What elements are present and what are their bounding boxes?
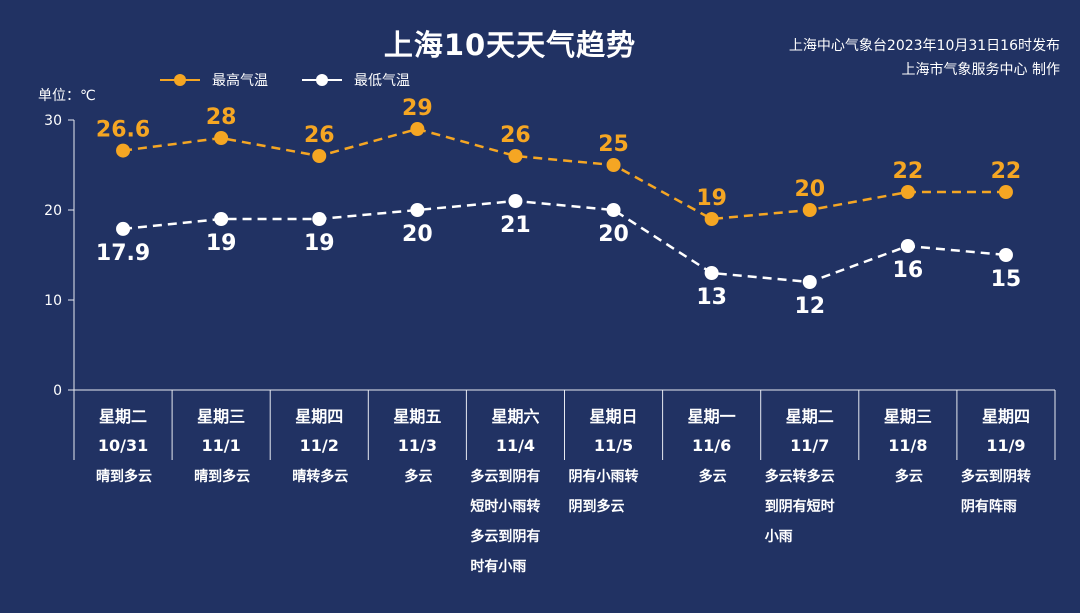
min-temp-point bbox=[802, 275, 817, 289]
max-temp-label: 26 bbox=[304, 123, 335, 148]
min-temp-label: 19 bbox=[206, 231, 237, 256]
date-label: 11/5 bbox=[594, 436, 633, 455]
weekday-label: 星期二 bbox=[99, 407, 147, 426]
issuer-note: 上海中心气象台2023年10月31日16时发布 上海市气象服务中心 制作 bbox=[789, 34, 1060, 82]
weather-condition: 阴有小雨转 阴到多云 bbox=[568, 469, 639, 515]
y-tick-label: 10 bbox=[44, 293, 62, 309]
max-temp-label: 28 bbox=[206, 105, 237, 130]
max-temp-line bbox=[122, 127, 1006, 221]
max-temp-point bbox=[116, 143, 131, 158]
max-temp-point bbox=[606, 158, 621, 172]
weekday-label: 星期六 bbox=[491, 407, 539, 426]
date-label: 11/7 bbox=[790, 436, 829, 455]
min-temp-label: 19 bbox=[304, 231, 335, 256]
weather-condition: 晴到多云 bbox=[96, 469, 153, 485]
legend-swatch-max bbox=[160, 74, 200, 86]
issuer-line-2: 上海市气象服务中心 制作 bbox=[901, 62, 1060, 78]
date-label: 10/31 bbox=[98, 436, 148, 455]
date-label: 11/4 bbox=[496, 436, 535, 455]
max-temp-label: 26 bbox=[500, 123, 531, 148]
date-label: 11/1 bbox=[202, 436, 241, 455]
weekday-label: 星期日 bbox=[590, 407, 638, 426]
min-temp-label: 12 bbox=[794, 294, 825, 319]
min-temp-label: 13 bbox=[696, 285, 727, 310]
min-temp-label: 17.9 bbox=[96, 241, 150, 266]
min-temp-label: 15 bbox=[991, 267, 1022, 292]
legend-item-min: 最低气温 bbox=[302, 70, 410, 90]
date-label: 11/2 bbox=[300, 436, 339, 455]
max-temp-point bbox=[312, 149, 327, 163]
min-temp-point bbox=[900, 239, 915, 253]
min-temp-point bbox=[214, 212, 229, 226]
weekday-label: 星期二 bbox=[786, 407, 834, 426]
weather-condition: 晴到多云 bbox=[194, 469, 251, 485]
max-temp-point bbox=[998, 185, 1013, 199]
min-temp-point bbox=[508, 194, 523, 208]
date-label: 11/3 bbox=[398, 436, 437, 455]
legend: 最高气温 最低气温 bbox=[160, 70, 410, 90]
date-label: 11/6 bbox=[692, 436, 731, 455]
weather-condition: 多云 bbox=[404, 469, 433, 485]
chart-title: 上海10天天气趋势 bbox=[383, 28, 637, 62]
date-label: 11/8 bbox=[888, 436, 927, 455]
y-tick-label: 20 bbox=[44, 203, 62, 219]
min-temp-label: 20 bbox=[598, 222, 629, 247]
weather-condition: 晴转多云 bbox=[292, 469, 349, 485]
weekday-label: 星期四 bbox=[295, 407, 343, 426]
min-temp-point bbox=[410, 203, 425, 217]
max-temp-point bbox=[704, 212, 719, 226]
weather-condition: 多云 bbox=[894, 469, 923, 485]
weekday-label: 星期三 bbox=[884, 407, 932, 426]
legend-swatch-min bbox=[302, 74, 342, 86]
min-temp-point bbox=[998, 248, 1013, 262]
max-temp-point bbox=[214, 131, 229, 145]
y-tick-label: 0 bbox=[53, 383, 62, 399]
weekday-label: 星期一 bbox=[688, 407, 736, 426]
max-temp-label: 25 bbox=[598, 132, 629, 157]
max-temp-label: 26.6 bbox=[96, 118, 150, 143]
weather-condition: 多云 bbox=[698, 469, 727, 485]
legend-label-min: 最低气温 bbox=[354, 73, 410, 89]
min-temp-point bbox=[116, 221, 131, 236]
min-temp-label: 16 bbox=[893, 258, 924, 283]
legend-item-max: 最高气温 bbox=[160, 70, 268, 90]
max-temp-point bbox=[410, 122, 425, 136]
y-tick-label: 30 bbox=[44, 113, 62, 129]
min-temp-point bbox=[606, 203, 621, 217]
min-temp-label: 20 bbox=[402, 222, 433, 247]
legend-label-max: 最高气温 bbox=[212, 73, 268, 89]
max-temp-label: 22 bbox=[991, 159, 1022, 184]
min-temp-label: 21 bbox=[500, 213, 531, 238]
max-temp-label: 19 bbox=[696, 186, 727, 211]
min-temp-point bbox=[312, 212, 327, 226]
max-temp-point bbox=[802, 203, 817, 217]
weather-condition: 多云转多云 到阴有短时 小雨 bbox=[764, 469, 835, 545]
weather-condition: 多云到阴转 阴有阵雨 bbox=[960, 469, 1031, 515]
max-temp-label: 22 bbox=[893, 159, 924, 184]
unit-label: 单位：℃ bbox=[38, 88, 96, 104]
weather-condition: 多云到阴有 短时小雨转 多云到阴有 时有小雨 bbox=[470, 469, 541, 575]
weekday-label: 星期四 bbox=[982, 407, 1030, 426]
max-temp-label: 20 bbox=[794, 177, 825, 202]
min-temp-point bbox=[704, 266, 719, 280]
weekday-label: 星期五 bbox=[393, 407, 441, 426]
max-temp-label: 29 bbox=[402, 96, 433, 121]
issuer-line-1: 上海中心气象台2023年10月31日16时发布 bbox=[788, 38, 1060, 54]
max-temp-point bbox=[508, 149, 523, 163]
max-temp-point bbox=[900, 185, 915, 199]
min-temp-line bbox=[122, 199, 1007, 284]
weekday-label: 星期三 bbox=[197, 407, 245, 426]
date-label: 11/9 bbox=[986, 436, 1025, 455]
